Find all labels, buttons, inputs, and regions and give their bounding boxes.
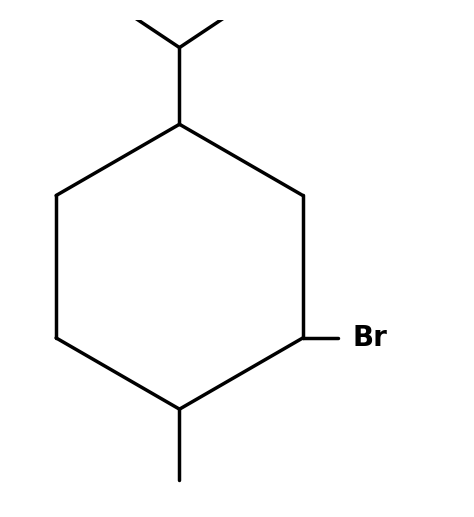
Text: Br: Br [352, 324, 387, 352]
